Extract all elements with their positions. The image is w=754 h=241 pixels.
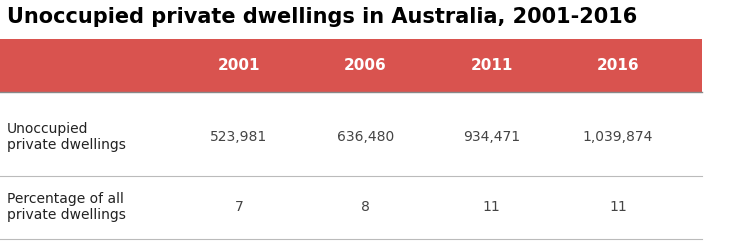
Text: 523,981: 523,981	[210, 130, 268, 144]
Text: 8: 8	[360, 200, 369, 214]
Text: Unoccupied private dwellings in Australia, 2001-2016: Unoccupied private dwellings in Australi…	[7, 7, 637, 27]
Text: 636,480: 636,480	[336, 130, 394, 144]
Text: 7: 7	[234, 200, 243, 214]
Text: 2006: 2006	[344, 58, 387, 73]
Text: Percentage of all
private dwellings: Percentage of all private dwellings	[7, 192, 126, 222]
Text: 1,039,874: 1,039,874	[583, 130, 653, 144]
Text: 2001: 2001	[217, 58, 260, 73]
Text: Unoccupied
private dwellings: Unoccupied private dwellings	[7, 122, 126, 153]
Text: 2016: 2016	[596, 58, 639, 73]
Text: 934,471: 934,471	[463, 130, 520, 144]
Text: 2011: 2011	[470, 58, 513, 73]
Bar	[0, 39, 702, 92]
Text: 11: 11	[483, 200, 501, 214]
Text: 11: 11	[609, 200, 627, 214]
